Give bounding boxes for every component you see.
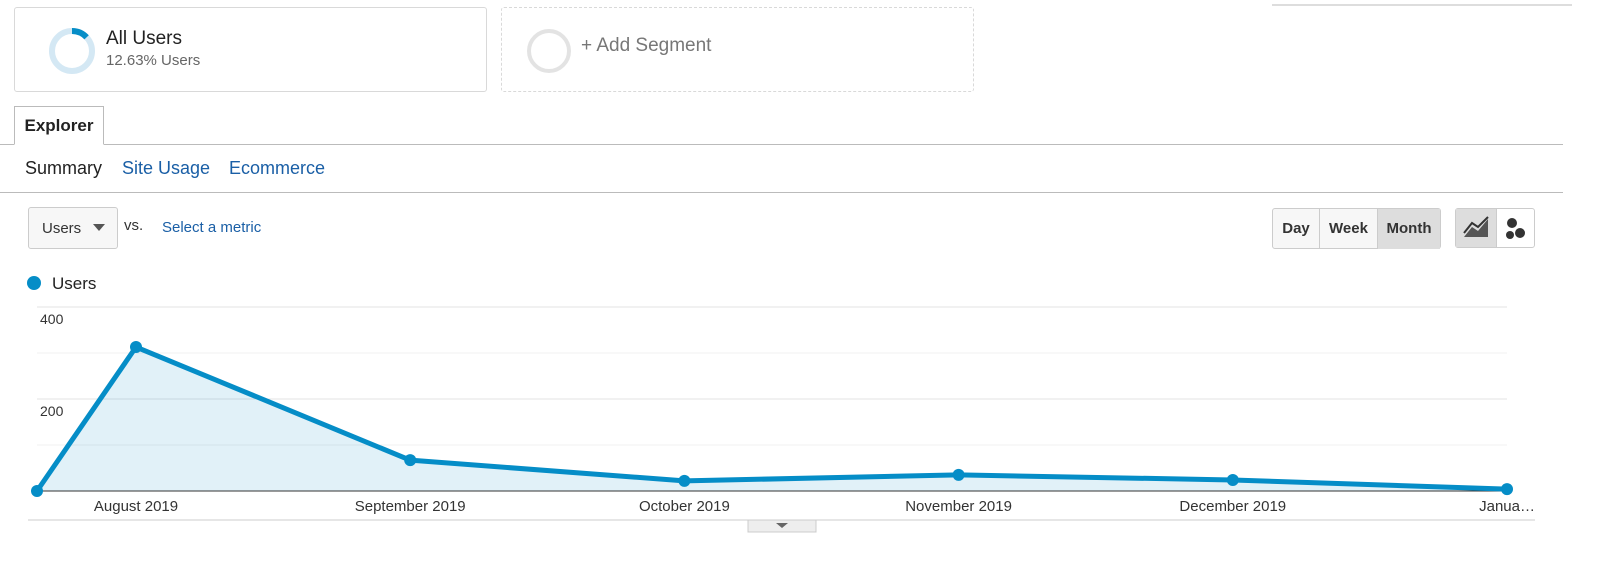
segment-subtitle: 12.63% Users xyxy=(106,52,201,69)
x-tick-label: September 2019 xyxy=(355,498,466,515)
y-tick-label: 400 xyxy=(40,311,64,327)
x-tick-label: August 2019 xyxy=(94,498,178,515)
subtab[interactable]: Ecommerce xyxy=(229,158,326,178)
period-button[interactable]: Month xyxy=(1378,209,1440,249)
period-button[interactable]: Day xyxy=(1273,209,1320,249)
period-button[interactable]: Week xyxy=(1320,209,1378,249)
period-group: Day Week Month xyxy=(1272,208,1441,249)
tab-line xyxy=(0,144,1563,145)
divider xyxy=(1272,4,1572,6)
x-tick-label: November 2019 xyxy=(905,498,1012,515)
add-segment-label: + Add Segment xyxy=(581,35,712,56)
subtab-line xyxy=(0,192,1563,193)
dropdown-arrow xyxy=(93,224,105,231)
motion-chart-button[interactable] xyxy=(1496,209,1536,247)
chart-type-group xyxy=(1455,208,1535,248)
segment-title: All Users xyxy=(106,28,183,49)
area xyxy=(37,347,1507,491)
point xyxy=(31,485,43,497)
subtab[interactable]: Summary xyxy=(25,158,103,178)
line-icon xyxy=(1463,216,1489,237)
point xyxy=(404,454,417,467)
x-tick-label: December 2019 xyxy=(1179,498,1286,515)
metric-label: Users xyxy=(42,220,82,237)
segment-donut xyxy=(49,27,95,74)
legend-label: Users xyxy=(52,274,96,293)
chart: Users 200 400 August 2019 September 2019 Octo… xyxy=(27,274,1535,533)
point xyxy=(952,468,965,481)
point xyxy=(1501,483,1513,496)
x-tick-label: Janua… xyxy=(1479,498,1535,515)
y-tick-label: 200 xyxy=(40,403,64,419)
legend-marker xyxy=(27,276,41,290)
tab[interactable]: Explorer xyxy=(14,106,104,145)
metric-dropdown[interactable]: Users xyxy=(28,207,118,249)
x-tick-label: October 2019 xyxy=(639,498,730,515)
subtab[interactable]: Site Usage xyxy=(122,158,211,178)
line-chart-button[interactable] xyxy=(1456,209,1497,247)
point xyxy=(1226,473,1239,486)
segment-card[interactable]: All Users 12.63% Users xyxy=(14,7,487,92)
scroll-arrow xyxy=(776,523,788,528)
add-segment[interactable]: + Add Segment xyxy=(501,7,974,92)
select-metric[interactable]: Select a metric xyxy=(162,219,262,236)
vs-label: vs. xyxy=(124,217,144,234)
point xyxy=(678,474,691,487)
point xyxy=(130,341,142,354)
segment-placeholder xyxy=(527,29,571,73)
